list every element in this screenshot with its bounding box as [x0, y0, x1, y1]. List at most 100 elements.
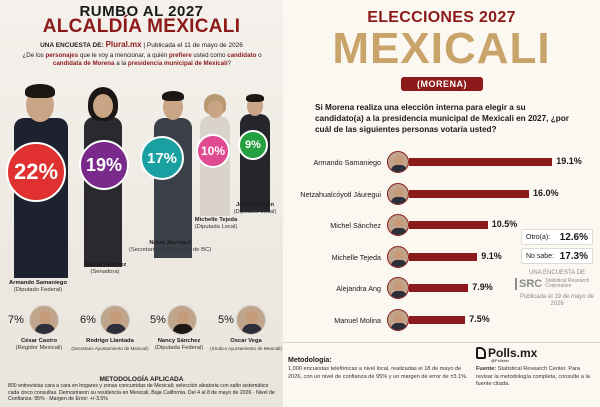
candidate-avatar: [387, 151, 409, 173]
bar-value-label: 10.5%: [491, 219, 518, 229]
candidate-role: (Diputado Federal): [13, 287, 63, 293]
methodology-title: METODOLOGÍA APLICADA: [99, 376, 184, 383]
q-text-1: ¿De los: [22, 52, 46, 59]
other-label: Otro(a):: [526, 234, 551, 241]
minor-pct-llantada: 6%: [80, 314, 96, 326]
bar-value-label: 16.0%: [533, 187, 559, 198]
candidate-name: Nancy Sánchez: [157, 338, 201, 344]
minor-label-castro: César Castro (Regidor Mexicali): [6, 338, 72, 352]
other-box: Otro(a): 12.6%: [521, 229, 593, 245]
pct-bubble-samaniego: 22%: [6, 142, 66, 202]
candidate-label-canton: Jaime Cantón (Diputado Local): [228, 202, 282, 216]
bar-row: Michel Sánchez 10.5%: [283, 214, 600, 236]
bar-row: Michelle Tejeda 9.1%: [283, 245, 600, 268]
right-title: MEXICALI: [332, 24, 551, 73]
minor-pct-castro: 7%: [8, 314, 24, 326]
polls-handle: @Pollsmx: [491, 358, 510, 363]
bar-label: Alejandra Ang: [336, 284, 381, 293]
minor-label-vega: Oscar Vega (Síndico Ayuntamiento de Mexi…: [210, 338, 282, 352]
candidate-name: Armando Samaniego: [9, 280, 67, 286]
bar-value-label: 7.5%: [469, 313, 490, 324]
src-name: Statistical Research Corporation: [545, 277, 590, 289]
candidate-avatar: [387, 182, 409, 205]
other-value: 12.6%: [559, 232, 588, 243]
candidate-name: Netza Jáuregui: [149, 240, 191, 246]
bar-label: Michel Sánchez: [330, 221, 381, 230]
dont-know-box: No sabe: 17.3%: [521, 248, 593, 264]
dont-know-value: 17.3%: [559, 251, 588, 262]
candidate-label-ramirez: Julieta Ramírez (Senadora): [70, 262, 140, 276]
source-date: Publicada el 19 de mayo de 2026: [519, 294, 595, 307]
bar: [409, 189, 529, 198]
q-text-4: o: [256, 52, 262, 59]
polls-icon: [476, 347, 486, 359]
src-logo: SRC Statistical Research Corporation: [515, 278, 599, 290]
bar-value-label: 9.1%: [481, 250, 502, 261]
right-methodology-title: Metodología:: [288, 357, 332, 364]
polls-brand: Polls.mx: [488, 346, 538, 360]
right-source: Fuente: Statistical Research Center. Par…: [476, 366, 596, 389]
right-methodology-text: 1,000 encuestas telefónicas a nivel loca…: [288, 366, 468, 380]
avatar-sanchez: [167, 305, 197, 335]
q-highlight-5: presidencia municipal de Mexicali: [127, 60, 228, 67]
pct-bubble-jauregui: 17%: [140, 136, 184, 180]
candidate-avatar: [387, 308, 409, 331]
bar: [409, 252, 478, 261]
candidate-name: César Castro: [20, 338, 58, 344]
candidate-label-jauregui: Netza Jáuregui (Secretario de Bienestar …: [120, 240, 220, 254]
survey-date: | Publicada el 11 de mayo de 2026: [143, 42, 243, 49]
left-title: ALCALDÍA MEXICALI: [42, 16, 241, 37]
q-text-2: que le voy a mencionar, a quién: [78, 52, 169, 59]
right-panel: ELECCIONES 2027 MEXICALI (MORENA) Si Mor…: [283, 0, 600, 407]
left-survey-line: UNA ENCUESTA DE: Plural.mx | Publicada e…: [0, 40, 283, 49]
source-text: Statistical Research Center. Para revisa…: [476, 366, 590, 387]
q-highlight-3: candidato: [227, 52, 257, 59]
bar-row: Netzahualcóyotl Jáuregui 16.0%: [283, 182, 600, 205]
bar-label: Netzahualcóyotl Jáuregui: [300, 189, 381, 199]
candidate-role: (Diputado Local): [233, 209, 277, 215]
q-highlight-2: prefiere: [168, 52, 192, 59]
source-label: Fuente:: [476, 366, 497, 372]
avatar-vega: [236, 305, 266, 335]
q-text-6: ?: [227, 60, 232, 67]
source-kicker: UNA ENCUESTA DE: [529, 270, 585, 276]
candidate-role: (Diputada Local): [194, 224, 238, 230]
candidate-role: (Síndico Ayuntamiento de Mexicali): [210, 346, 282, 351]
pct-bubble-ramirez: 19%: [79, 140, 129, 190]
right-question: Si Morena realiza una elección interna p…: [315, 103, 569, 134]
candidate-name: Oscar Vega: [230, 338, 262, 344]
candidate-role: (Regidor Mexicali): [15, 345, 63, 351]
divider: [283, 342, 600, 343]
right-kicker: ELECCIONES 2027: [367, 9, 516, 26]
minor-pct-vega: 5%: [218, 314, 234, 326]
source-block: UNA ENCUESTA DE SRC Statistical Research…: [515, 270, 599, 308]
candidate-avatar: [387, 214, 409, 236]
candidate-name: Jaime Cantón: [235, 202, 274, 208]
bar-label: Armando Samaniego: [313, 158, 381, 167]
src-mark: SRC: [515, 278, 542, 290]
left-panel: RUMBO AL 2027 ALCALDÍA MEXICALI UNA ENCU…: [0, 0, 283, 407]
candidate-role: (Secretario Ayuntamiento de Mexicali): [71, 346, 149, 351]
minor-pct-sanchez: 5%: [150, 314, 166, 326]
q-highlight-4: candidata de Morena: [52, 60, 115, 67]
avatar-llantada: [100, 305, 130, 335]
left-question: ¿De los personajes que le voy a menciona…: [12, 52, 272, 68]
pct-bubble-canton: 9%: [238, 130, 268, 160]
q-highlight-1: personajes: [45, 52, 79, 59]
bar: [409, 315, 466, 324]
polls-logo: Polls.mx: [476, 346, 537, 360]
candidate-name: Rodrigo Llantada: [86, 338, 134, 344]
candidate-role: (Diputada Federal): [154, 345, 204, 351]
bar-value-label: 19.1%: [556, 156, 582, 166]
candidate-name: Michelle Tejeda: [194, 217, 238, 223]
avatar-castro: [29, 305, 59, 335]
candidate-role: (Senadora): [90, 269, 120, 275]
bar-row: Manuel Molina 7.5%: [283, 308, 600, 331]
minor-label-sanchez: Nancy Sánchez (Diputada Federal): [146, 338, 212, 352]
minor-label-llantada: Rodrigo Llantada (Secretario Ayuntamient…: [70, 338, 150, 352]
party-pill: (MORENA): [401, 77, 483, 91]
q-text-5: a la: [114, 60, 128, 67]
candidate-name: Julieta Ramírez: [83, 262, 127, 268]
bar: [409, 284, 469, 292]
